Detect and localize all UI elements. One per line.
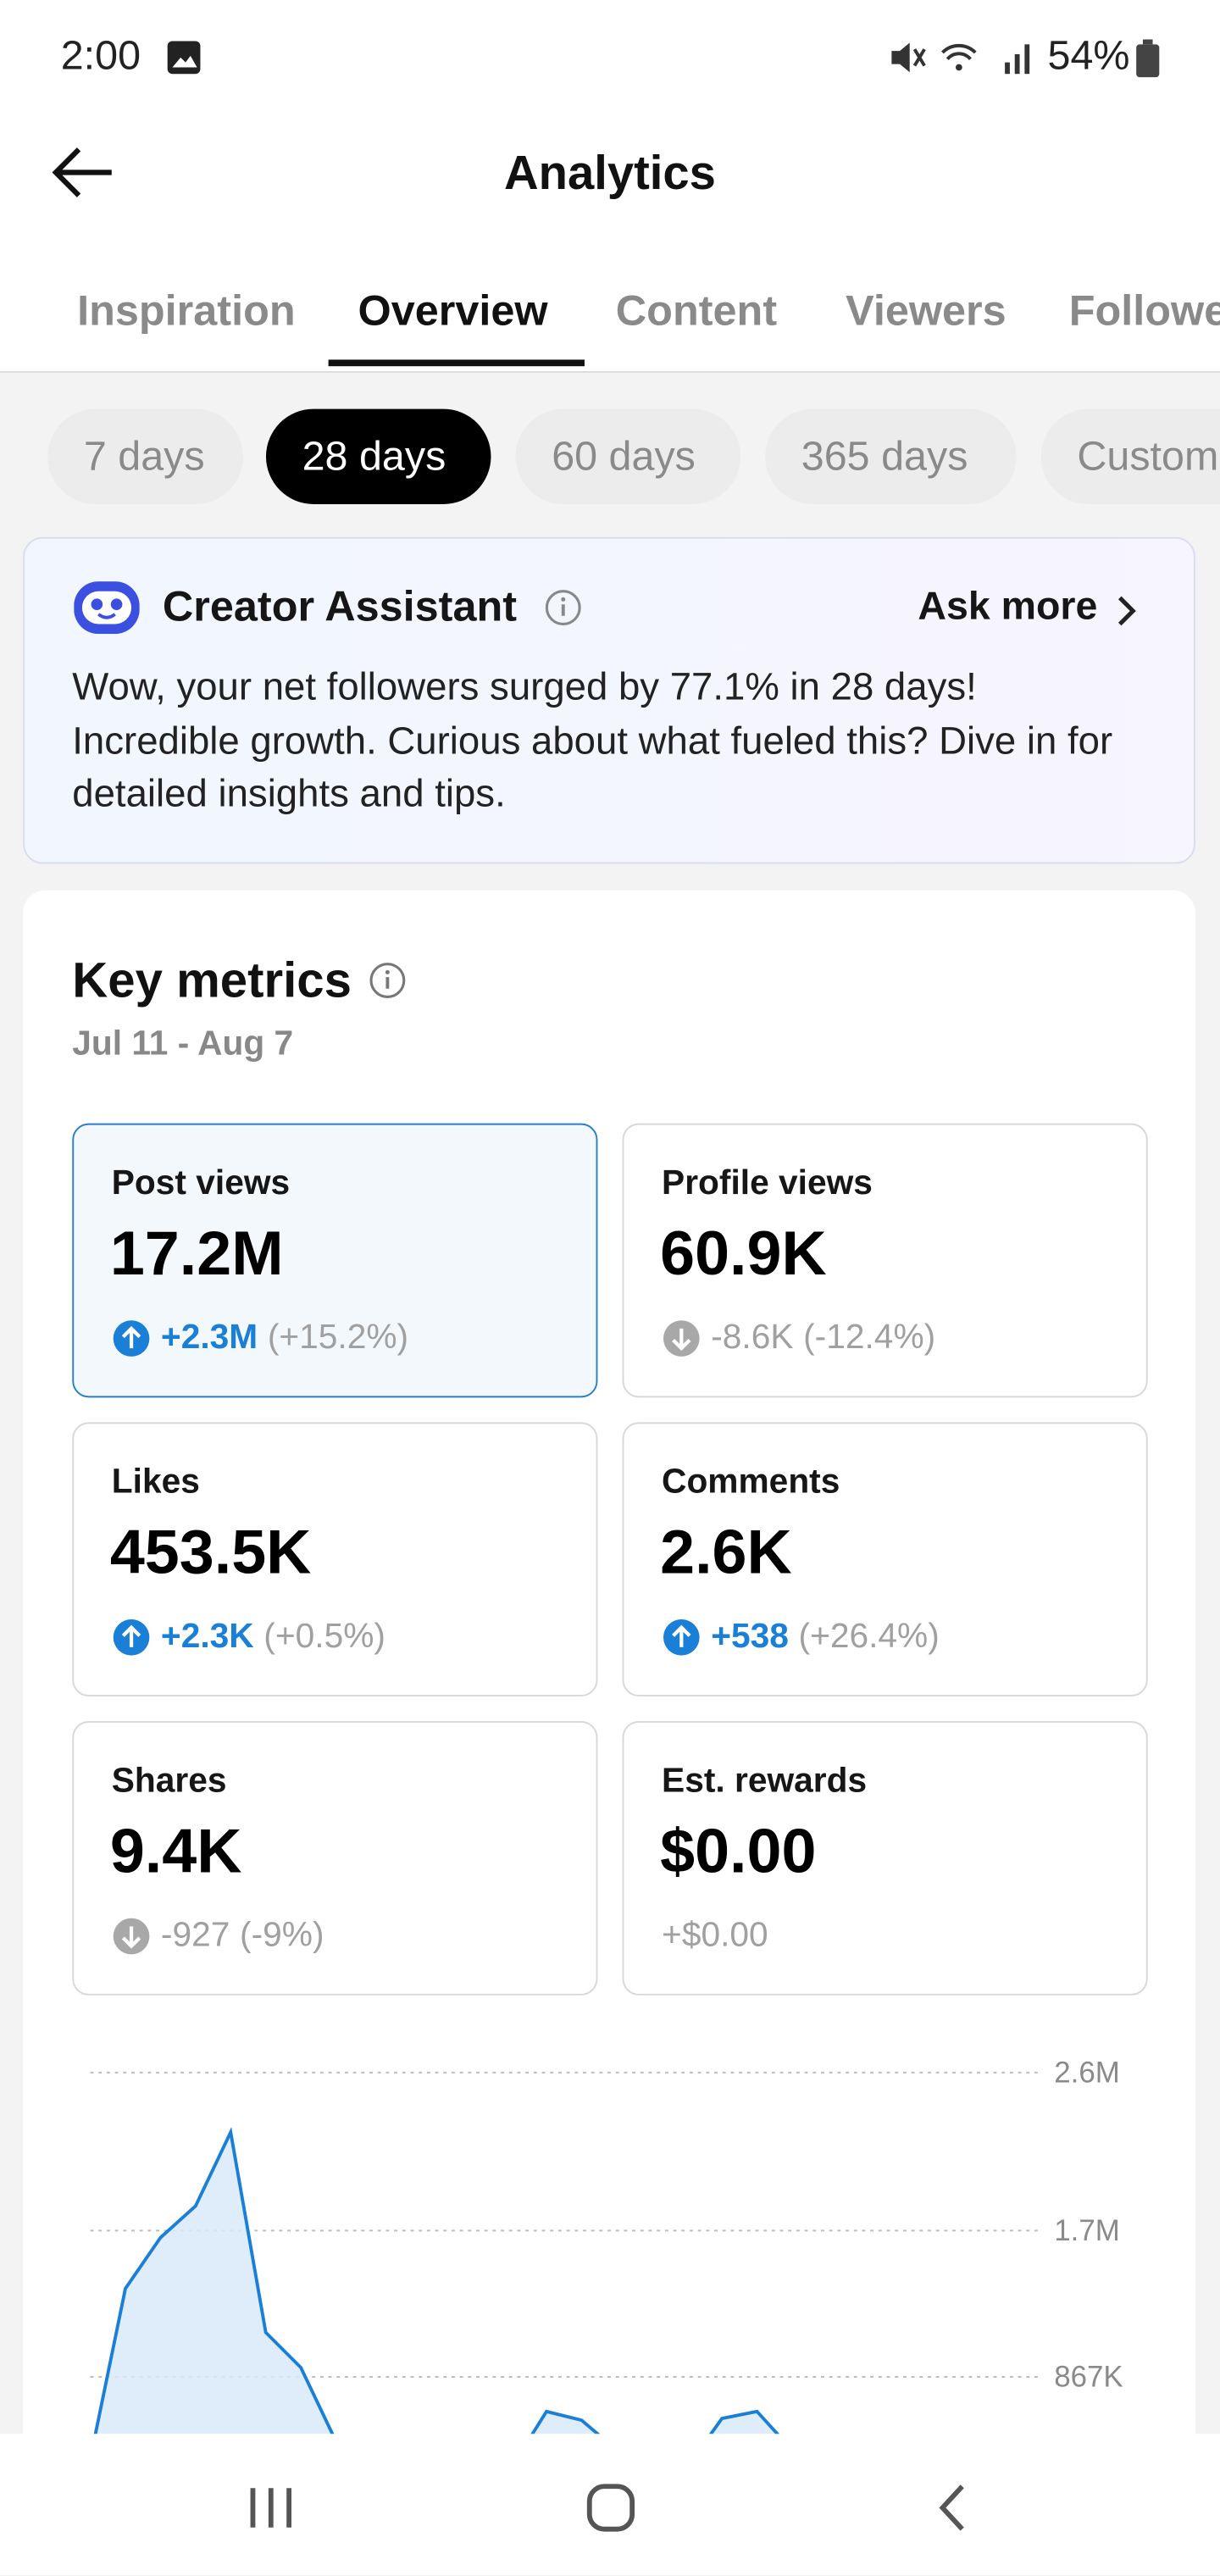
period-chip[interactable]: 28 days: [265, 408, 491, 504]
info-icon[interactable]: [544, 588, 584, 628]
status-icons: [891, 42, 1030, 75]
tab[interactable]: Viewers: [846, 286, 1006, 336]
period-chip[interactable]: Custom: [1040, 408, 1220, 504]
tab-indicator: [328, 359, 585, 367]
page-title: Analytics: [504, 147, 716, 201]
change-value: +2.3M: [160, 1319, 258, 1357]
metric-change: +2.3M (+15.2%): [112, 1319, 408, 1358]
metric-value: 17.2M: [109, 1220, 284, 1290]
icon-arrow: [672, 1328, 691, 1352]
change-value: +538: [711, 1618, 789, 1656]
back-nav-button[interactable]: [936, 2483, 969, 2532]
metric-change: +538 (+26.4%): [662, 1618, 940, 1657]
metric-value: 9.4K: [109, 1818, 242, 1887]
tab[interactable]: Inspiration: [77, 286, 296, 336]
icon-arrow: [121, 1624, 141, 1647]
change-value: -8.6K: [711, 1319, 794, 1357]
tab[interactable]: Overview: [358, 286, 548, 336]
up-icon: [663, 1618, 700, 1656]
down-icon: [113, 1918, 150, 1955]
metric-label: Est. rewards: [662, 1762, 868, 1801]
assistant-title: Creator Assistant: [162, 581, 518, 631]
change-percent: (+15.2%): [267, 1319, 409, 1357]
metric-change: -927 (-9%): [112, 1917, 324, 1957]
y-tick-label: 2.6M: [1054, 2056, 1120, 2089]
change-percent: (-9%): [240, 1916, 324, 1955]
home-button[interactable]: [586, 2483, 635, 2532]
metric-change: +$0.00: [662, 1917, 768, 1957]
battery-icon: [1136, 39, 1160, 78]
chevron-icon: [1117, 596, 1136, 626]
down-icon: [663, 1320, 700, 1357]
info-icon[interactable]: [368, 961, 408, 1001]
metric-card[interactable]: Shares 9.4K -927 (-9%): [72, 1721, 598, 1996]
metric-value: 453.5K: [109, 1518, 312, 1589]
metric-label: Shares: [111, 1762, 227, 1801]
icon-arrow: [672, 1624, 691, 1647]
section-title: Key metrics: [72, 954, 352, 1008]
metric-value: $0.00: [660, 1818, 817, 1887]
date-range: Jul 11 - Aug 7: [72, 1024, 294, 1063]
icon-arrow: [121, 1325, 141, 1349]
change-percent: (+0.5%): [263, 1618, 385, 1656]
period-chip[interactable]: 60 days: [515, 408, 741, 504]
assistant-icon: [74, 581, 140, 635]
metric-label: Likes: [111, 1463, 200, 1502]
metric-change: -8.6K (-12.4%): [662, 1319, 935, 1358]
change-value: -927: [160, 1916, 230, 1955]
area: [90, 2132, 1038, 2529]
icon-arrow: [121, 1926, 141, 1949]
change-value: +2.3K: [160, 1618, 254, 1656]
change-percent: (-12.4%): [803, 1319, 936, 1357]
ask-more-link[interactable]: Ask more: [918, 584, 1098, 630]
tab[interactable]: Content: [615, 286, 778, 336]
back-button[interactable]: [49, 145, 115, 201]
metric-value: 2.6K: [660, 1518, 792, 1589]
metric-card[interactable]: Est. rewards $0.00 +$0.00: [622, 1721, 1148, 1996]
metric-card[interactable]: Post views 17.2M +2.3M (+15.2%): [72, 1123, 598, 1398]
battery-level: 54%: [1047, 32, 1130, 80]
metric-card[interactable]: Likes 453.5K +2.3K (+0.5%): [72, 1422, 598, 1697]
period-chip[interactable]: 7 days: [47, 408, 243, 504]
gallery-icon: [167, 41, 201, 75]
metric-card[interactable]: Comments 2.6K +538 (+26.4%): [622, 1422, 1148, 1697]
metric-label: Post views: [111, 1164, 291, 1202]
status-time: 2:00: [60, 32, 141, 80]
change-value: +$0.00: [662, 1916, 768, 1955]
metric-card[interactable]: Profile views 60.9K -8.6K (-12.4%): [622, 1123, 1148, 1398]
line-chart: 867K 1.7M 2.6M: [88, 2056, 1123, 2529]
metric-label: Profile views: [662, 1164, 873, 1202]
metric-label: Comments: [662, 1463, 840, 1502]
metric-change: +2.3K (+0.5%): [112, 1618, 385, 1657]
recent-apps-button[interactable]: [247, 2484, 296, 2530]
navigation-bar: [0, 2434, 1220, 2575]
period-chip[interactable]: 365 days: [765, 408, 1017, 504]
change-percent: (+26.4%): [798, 1618, 940, 1656]
tab[interactable]: Followers: [1068, 286, 1220, 336]
up-icon: [113, 1320, 150, 1357]
assistant-message: Wow, your net followers surged by 77.1% …: [72, 664, 1113, 815]
assistant-card[interactable]: Creator Assistant Ask more Wow, your net…: [23, 536, 1195, 864]
y-tick-label: 1.7M: [1054, 2214, 1120, 2247]
metric-value: 60.9K: [660, 1220, 827, 1290]
y-tick-label: 867K: [1054, 2361, 1123, 2394]
up-icon: [113, 1618, 150, 1656]
